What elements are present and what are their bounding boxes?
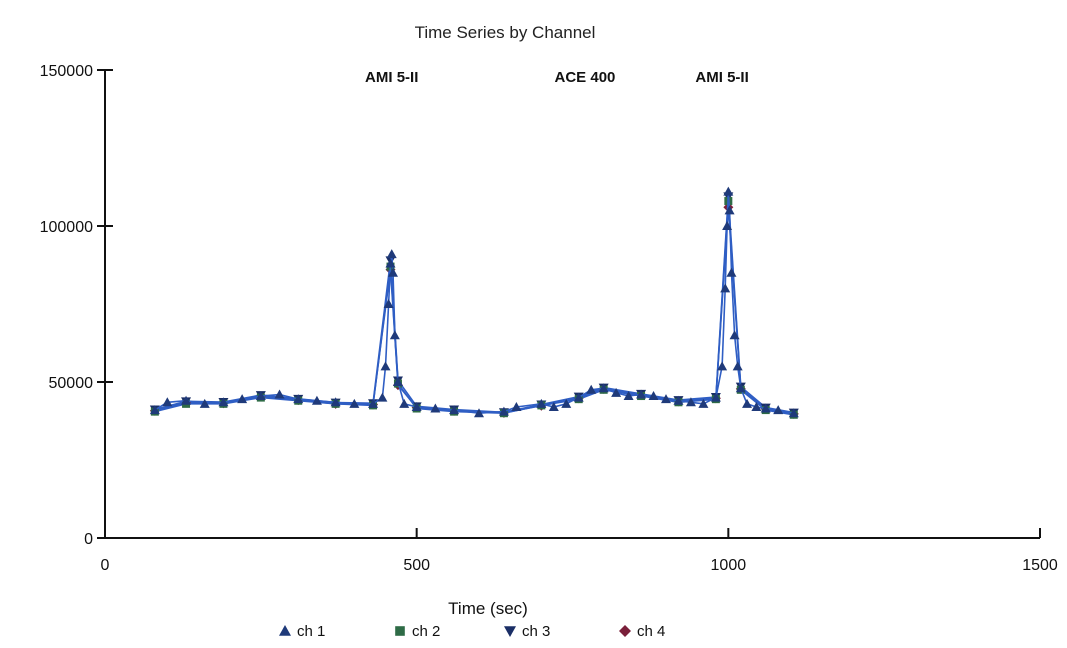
data-point [349,398,360,408]
data-point [698,398,709,408]
legend-label: ch 2 [412,623,440,640]
data-point [430,403,441,413]
legend-label: ch 1 [297,623,325,640]
data-point [411,401,422,411]
data-point [511,401,522,411]
x-tick-label: 1500 [1022,557,1058,574]
legend: ch 1 ch 2 ch 3 ch 4 [279,623,665,640]
series-ch-1 [149,186,799,418]
data-point [311,395,322,405]
x-tick-label: 0 [101,557,110,574]
series-ch-2 [150,197,798,419]
legend-marker [619,625,631,637]
data-point [773,405,784,415]
data-point [387,267,398,277]
data-point [586,384,597,394]
data-point [742,398,753,408]
data-point [723,186,734,196]
data-point [548,401,559,411]
data-point [449,405,460,415]
legend-label: ch 4 [637,623,665,640]
legend-item: ch 1 [279,623,325,640]
data-point [536,398,547,408]
x-axis-label: Time (sec) [448,599,528,618]
data-point [729,330,740,340]
legend-marker [504,626,516,637]
data-point [389,330,400,340]
legend-marker [279,625,291,636]
data-point [661,394,671,404]
y-tick-label: 0 [84,531,93,548]
data-point [735,383,746,393]
annotation-label: AMI 5-II [365,69,418,86]
data-point [368,398,379,408]
data-point [383,299,394,308]
data-point [726,267,737,277]
data-point [720,283,731,293]
data-point [724,205,735,215]
data-point [474,408,484,418]
data-point [561,398,572,408]
y-tick-label: 50000 [49,375,94,392]
data-point [760,403,771,413]
legend-item: ch 3 [504,623,550,640]
data-point [385,258,396,268]
data-point [636,389,647,399]
series-ch-3 [149,192,799,418]
annotation-label: ACE 400 [555,69,616,86]
series-line [154,200,794,416]
data-point [598,383,609,393]
series-line [154,196,794,414]
legend-item: ch 2 [395,623,440,640]
annotations: AMI 5-II ACE 400 AMI 5-II [365,69,749,86]
data-point [788,408,799,418]
series-line [154,191,794,415]
series-ch-4 [149,202,799,419]
x-ticks: 0 500 1000 1500 [101,528,1058,574]
data-point [573,392,584,402]
series-line [154,207,794,415]
data-point [498,406,509,416]
x-tick-label: 500 [403,557,430,574]
data-point [162,397,173,407]
data-point [237,394,248,404]
data-point [149,405,160,415]
data-point [377,392,388,402]
data-point [392,377,403,386]
chart-title: Time Series by Channel [415,23,596,42]
y-tick-label: 150000 [40,63,93,80]
data-point [330,397,341,407]
data-point [218,397,229,407]
data-point [751,401,762,411]
data-point [255,391,266,401]
data-point [199,398,210,408]
data-point [611,387,622,397]
data-point [399,398,410,408]
data-point [717,361,728,371]
data-point [648,391,659,401]
data-point [722,221,733,230]
data-point [386,249,397,259]
legend-item: ch 4 [619,623,665,640]
data-point [274,389,285,399]
data-point [685,397,696,407]
legend-label: ch 3 [522,623,550,640]
data-point [673,395,684,405]
data-point [710,392,721,402]
data-point [732,361,743,371]
annotation-label: AMI 5-II [695,69,748,86]
x-tick-label: 1000 [711,557,747,574]
y-tick-label: 100000 [40,219,93,236]
data-point [181,395,192,405]
data-point [623,391,634,401]
y-ticks: 0 50000 100000 150000 [40,63,113,548]
data-point [293,394,304,404]
data-point [380,361,391,371]
legend-marker [395,626,405,636]
plot-area [149,186,799,419]
